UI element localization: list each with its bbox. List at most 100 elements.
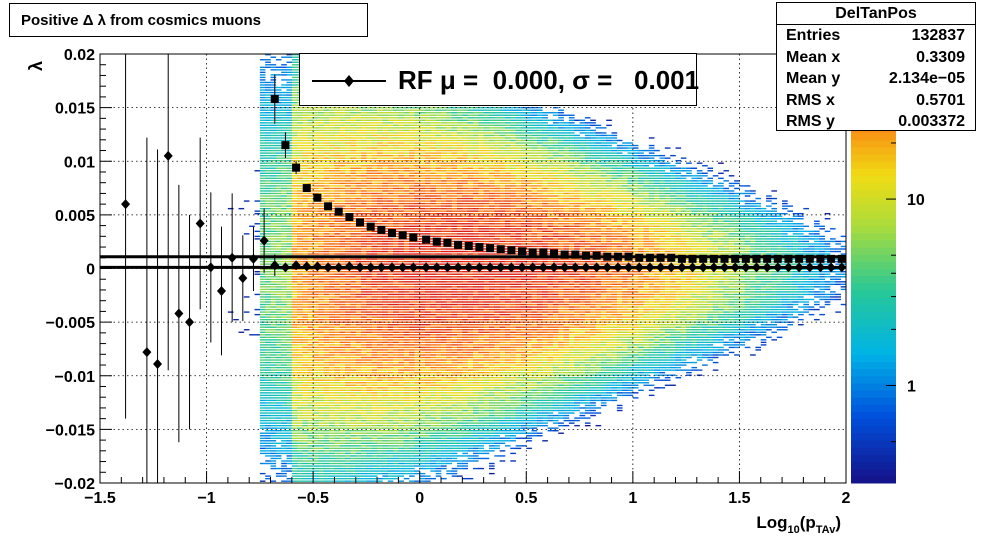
data-point-square xyxy=(486,244,494,252)
stats-label: Mean x xyxy=(786,47,840,69)
y-tick-label: 0.005 xyxy=(55,208,95,225)
data-point-square xyxy=(529,248,537,256)
stats-box: DelTanPos Entries 132837 Mean x 0.3309 Mea… xyxy=(776,2,976,131)
data-point-square xyxy=(593,252,601,260)
data-point-square xyxy=(742,255,750,263)
data-point-square xyxy=(731,255,739,263)
stats-row: Entries 132837 xyxy=(777,25,975,47)
y-tick-label: 0.015 xyxy=(55,101,95,118)
colorbar-tick-label: 1 xyxy=(907,379,916,396)
y-tick-label: 0 xyxy=(86,262,95,279)
plot-title: Positive Δ λ from cosmics muons xyxy=(9,3,368,37)
data-point-square xyxy=(774,255,782,263)
data-point-square xyxy=(497,245,505,253)
data-point-square xyxy=(784,255,792,263)
data-point-square xyxy=(614,253,622,261)
data-point-diamond xyxy=(174,309,183,319)
x-tick-label: 1.5 xyxy=(728,490,750,507)
data-point-square xyxy=(507,246,515,254)
data-point-diamond xyxy=(228,253,237,263)
stats-label: RMS x xyxy=(786,90,835,112)
x-tick-label: 0 xyxy=(415,490,424,507)
data-point-square xyxy=(827,255,835,263)
data-point-diamond xyxy=(217,286,226,296)
data-point-square xyxy=(603,253,611,261)
x-tick-label: 2 xyxy=(842,490,851,507)
data-point-square xyxy=(721,255,729,263)
data-point-square xyxy=(816,255,824,263)
data-point-square xyxy=(667,254,675,262)
data-point-square xyxy=(377,226,385,234)
data-point-square xyxy=(646,254,654,262)
data-point-square xyxy=(806,255,814,263)
x-tick-label: −1 xyxy=(197,490,215,507)
data-point-diamond xyxy=(164,151,173,161)
data-point-diamond xyxy=(196,218,205,228)
stats-label: RMS y xyxy=(786,111,835,133)
data-point-square xyxy=(281,141,289,149)
data-point-square xyxy=(433,238,441,246)
data-point-square xyxy=(422,236,430,244)
y-tick-label: −0.005 xyxy=(46,315,95,332)
data-point-square xyxy=(763,255,771,263)
x-tick-label: 0.5 xyxy=(515,490,537,507)
data-point-square xyxy=(465,242,473,250)
data-point-square xyxy=(324,202,332,210)
data-point-square xyxy=(539,248,547,256)
data-point-diamond xyxy=(121,199,130,209)
data-point-square xyxy=(710,255,718,263)
x-tick-label: −0.5 xyxy=(297,490,329,507)
data-point-square xyxy=(571,251,579,259)
data-point-diamond xyxy=(238,273,247,283)
y-tick-label: −0.01 xyxy=(55,369,96,386)
y-tick-label: 0.01 xyxy=(64,154,95,171)
y-tick-label: 0.02 xyxy=(64,47,95,64)
data-point-square xyxy=(625,253,633,261)
data-point-square xyxy=(838,255,846,263)
legend-box: RF μ = 0.000, σ = 0.001 xyxy=(299,53,697,106)
data-point-square xyxy=(292,164,300,172)
x-tick-label: 1 xyxy=(628,490,637,507)
stats-value: 0.3309 xyxy=(916,47,965,69)
data-point-square xyxy=(678,255,686,263)
stats-row: RMS y 0.003372 xyxy=(777,111,975,133)
data-point-square xyxy=(752,255,760,263)
y-axis-label: λ xyxy=(26,61,46,71)
legend-marker-icon xyxy=(300,54,400,107)
data-point-diamond xyxy=(142,347,151,357)
data-point-square xyxy=(454,241,462,249)
data-point-square xyxy=(561,251,569,259)
data-point-square xyxy=(345,213,353,221)
data-point-square xyxy=(367,223,375,231)
data-point-square xyxy=(795,255,803,263)
data-point-square xyxy=(313,194,321,202)
legend-label: RF μ = 0.000, σ = 0.001 xyxy=(398,65,699,96)
data-point-square xyxy=(443,239,451,247)
data-point-square xyxy=(356,218,364,226)
data-point-square xyxy=(699,255,707,263)
data-point-square xyxy=(518,247,526,255)
data-point-square xyxy=(335,208,343,216)
data-point-square xyxy=(399,231,407,239)
stats-value: 0.5701 xyxy=(916,90,965,112)
data-point-square xyxy=(689,255,697,263)
data-point-square xyxy=(409,233,417,241)
data-point-square xyxy=(271,95,279,103)
stats-row: Mean x 0.3309 xyxy=(777,47,975,69)
data-point-square xyxy=(303,184,311,192)
stats-value: 132837 xyxy=(912,25,965,47)
y-tick-label: −0.02 xyxy=(55,476,96,493)
data-point-square xyxy=(635,254,643,262)
stats-title: DelTanPos xyxy=(777,3,975,25)
stats-row: Mean y 2.134e−05 xyxy=(777,68,975,90)
data-point-square xyxy=(657,254,665,262)
x-axis-label: Log10(pTAv) xyxy=(756,513,841,536)
data-point-square xyxy=(550,249,558,257)
y-tick-label: −0.015 xyxy=(46,422,95,439)
data-point-square xyxy=(582,252,590,260)
stats-value: 2.134e−05 xyxy=(889,68,965,90)
stats-value: 0.003372 xyxy=(898,111,965,133)
data-point-diamond xyxy=(185,317,194,327)
colorbar-tick-label: 10 xyxy=(907,192,925,209)
data-point-square xyxy=(475,243,483,251)
